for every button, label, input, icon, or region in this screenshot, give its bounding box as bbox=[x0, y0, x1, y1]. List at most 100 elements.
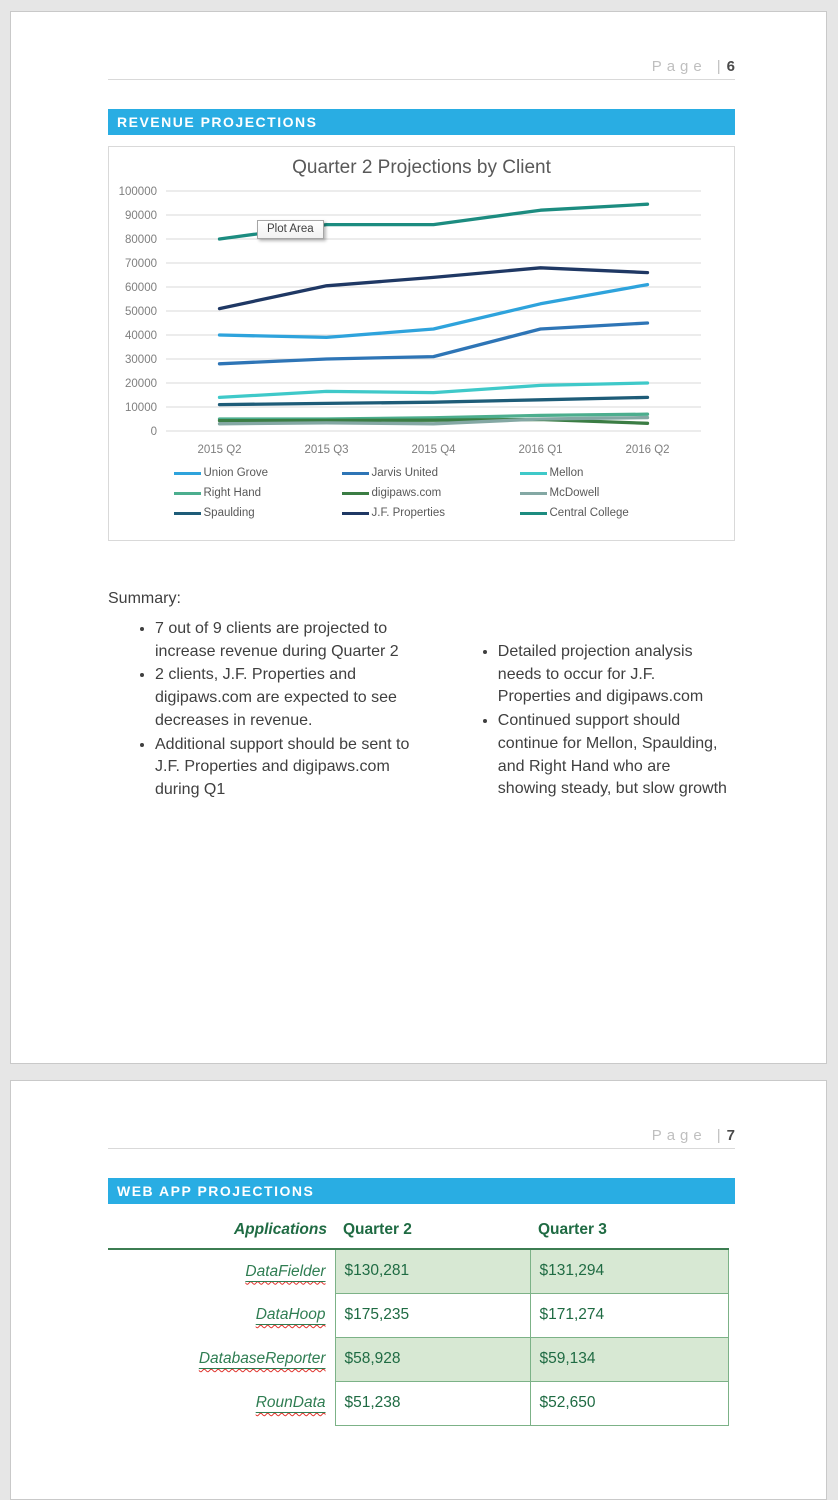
legend-swatch bbox=[173, 471, 201, 475]
header-rule bbox=[108, 1148, 735, 1149]
app-name-text: DataFielder bbox=[245, 1262, 326, 1280]
legend-item-spaulding: Spaulding bbox=[173, 507, 324, 519]
page-word: Page bbox=[651, 1127, 707, 1144]
page-7-content: Page | 7 WEB APP PROJECTIONS Applications … bbox=[108, 1127, 735, 1426]
legend-item-mcdowell: McDowell bbox=[519, 487, 670, 499]
series-line-union-grove bbox=[217, 282, 650, 340]
page-separator: | bbox=[716, 58, 721, 75]
q2-value-cell[interactable]: $175,235 bbox=[334, 1292, 531, 1338]
y-axis-tick-label: 0 bbox=[151, 426, 157, 438]
y-axis-tick-label: 70000 bbox=[125, 258, 157, 270]
y-axis-tick-label: 90000 bbox=[125, 210, 157, 222]
table-header-row: Applications Quarter 2 Quarter 3 bbox=[108, 1209, 728, 1250]
q2-value-cell[interactable]: $58,928 bbox=[334, 1336, 531, 1382]
x-axis-tick-label: 2015 Q4 bbox=[411, 444, 456, 456]
summary-bullet: 2 clients, J.F. Properties and digipaws.… bbox=[155, 664, 424, 732]
chart-frame[interactable]: Quarter 2 Projections by Client 0 10000 20… bbox=[108, 146, 735, 541]
y-axis-tick-label: 20000 bbox=[125, 378, 157, 390]
summary-right-list: Detailed projection analysis needs to oc… bbox=[451, 641, 735, 801]
app-name-cell[interactable]: RounData bbox=[108, 1381, 335, 1425]
page-6-running-header: Page | 6 bbox=[108, 58, 735, 75]
app-name-text: DataHoop bbox=[255, 1306, 326, 1323]
legend-label: Central College bbox=[549, 507, 629, 519]
app-name-cell[interactable]: DataFielder bbox=[108, 1249, 335, 1293]
summary-bullet: Additional support should be sent to J.F… bbox=[155, 734, 424, 802]
page-number: 6 bbox=[726, 58, 735, 75]
legend-swatch bbox=[519, 471, 547, 475]
page-7-running-header: Page | 7 bbox=[108, 1127, 735, 1144]
web-app-projections-banner: WEB APP PROJECTIONS bbox=[108, 1178, 735, 1204]
series-line-mcdowell bbox=[217, 415, 650, 426]
revenue-projections-banner: REVENUE PROJECTIONS bbox=[108, 109, 735, 135]
q2-value-cell[interactable]: $51,238 bbox=[334, 1380, 531, 1426]
legend-item-digipaws-com: digipaws.com bbox=[341, 487, 502, 499]
page-separator: | bbox=[716, 1127, 721, 1144]
legend-swatch bbox=[519, 511, 547, 515]
summary-bullet: 7 out of 9 clients are projected to incr… bbox=[155, 618, 424, 663]
quarter-3-column-header: Quarter 3 bbox=[530, 1209, 728, 1250]
legend-item-central-college: Central College bbox=[519, 507, 670, 519]
page-word: Page bbox=[651, 58, 707, 75]
app-name-cell[interactable]: DatabaseReporter bbox=[108, 1337, 335, 1381]
q2-value-cell[interactable]: $130,281 bbox=[334, 1248, 531, 1294]
legend-label: Union Grove bbox=[203, 467, 269, 479]
plot-area-tooltip: Plot Area bbox=[257, 220, 324, 239]
spellcheck-underline: DataFielder bbox=[245, 1263, 325, 1280]
summary-heading: Summary: bbox=[108, 590, 181, 607]
legend-label: Spaulding bbox=[203, 507, 255, 519]
x-axis-tick-label: 2015 Q2 bbox=[197, 444, 241, 456]
x-axis-tick-label: 2016 Q2 bbox=[625, 444, 669, 456]
summary-columns: 7 out of 9 clients are projected to incr… bbox=[108, 618, 735, 803]
q3-value-cell[interactable]: $59,134 bbox=[529, 1336, 729, 1382]
series-line-spaulding bbox=[217, 395, 650, 407]
summary-left-list: 7 out of 9 clients are projected to incr… bbox=[108, 618, 424, 802]
x-axis-tick-label: 2015 Q3 bbox=[304, 444, 348, 456]
summary-bullet: Detailed projection analysis needs to oc… bbox=[498, 641, 735, 709]
page-number: 7 bbox=[726, 1127, 735, 1144]
y-axis-tick-label: 30000 bbox=[125, 354, 157, 366]
chart-legend: Union Grove Jarvis United Mellon Right Hand… bbox=[109, 467, 734, 519]
table-row: DataHoop $175,235 $171,274 bbox=[108, 1292, 729, 1338]
chart-title: Quarter 2 Projections by Client bbox=[292, 157, 551, 178]
summary-left-column: 7 out of 9 clients are projected to incr… bbox=[108, 618, 424, 803]
series-line-jarvis-united bbox=[217, 321, 650, 366]
x-axis-tick-label: 2016 Q1 bbox=[518, 444, 562, 456]
spellcheck-underline: RounData bbox=[256, 1394, 326, 1411]
q3-value-cell[interactable]: $171,274 bbox=[529, 1292, 729, 1338]
series-line-digipaws-com bbox=[217, 417, 650, 425]
legend-label: J.F. Properties bbox=[371, 507, 446, 519]
legend-swatch bbox=[173, 511, 201, 515]
page-7: Page | 7 WEB APP PROJECTIONS Applications … bbox=[10, 1080, 827, 1500]
summary-bullet: Continued support should continue for Me… bbox=[498, 710, 735, 801]
y-axis-tick-label: 40000 bbox=[125, 330, 157, 342]
spellcheck-underline: DatabaseReporter bbox=[199, 1350, 326, 1367]
legend-swatch bbox=[519, 491, 547, 495]
legend-swatch bbox=[341, 491, 369, 495]
q3-value-cell[interactable]: $131,294 bbox=[529, 1248, 729, 1294]
y-axis-tick-label: 100000 bbox=[119, 186, 157, 198]
app-name-text: DatabaseReporter bbox=[198, 1350, 326, 1367]
legend-label: Right Hand bbox=[203, 487, 262, 499]
legend-item-jarvis-united: Jarvis United bbox=[341, 467, 502, 479]
legend-label: McDowell bbox=[549, 487, 600, 499]
legend-swatch bbox=[341, 511, 369, 515]
legend-label: Mellon bbox=[549, 467, 584, 479]
y-axis-tick-label: 10000 bbox=[125, 402, 157, 414]
header-rule bbox=[108, 79, 735, 80]
legend-label: digipaws.com bbox=[371, 487, 442, 499]
app-name-cell[interactable]: DataHoop bbox=[108, 1293, 335, 1337]
series-line-j-f-properties bbox=[217, 266, 650, 311]
legend-swatch bbox=[173, 491, 201, 495]
table-row: RounData $51,238 $52,650 bbox=[108, 1380, 729, 1426]
page-6-content: Page | 6 REVENUE PROJECTIONS Quarter 2 Pro… bbox=[108, 58, 735, 803]
page-6: Page | 6 REVENUE PROJECTIONS Quarter 2 Pro… bbox=[10, 11, 827, 1064]
web-app-projections-table: Applications Quarter 2 Quarter 3 DataFie… bbox=[108, 1209, 729, 1426]
q3-value-cell[interactable]: $52,650 bbox=[529, 1380, 729, 1426]
legend-item-mellon: Mellon bbox=[519, 467, 670, 479]
legend-item-union-grove: Union Grove bbox=[173, 467, 324, 479]
legend-label: Jarvis United bbox=[371, 467, 438, 479]
quarter-2-column-header: Quarter 2 bbox=[335, 1209, 530, 1250]
spellcheck-underline: DataHoop bbox=[256, 1306, 326, 1323]
legend-swatch bbox=[341, 471, 369, 475]
